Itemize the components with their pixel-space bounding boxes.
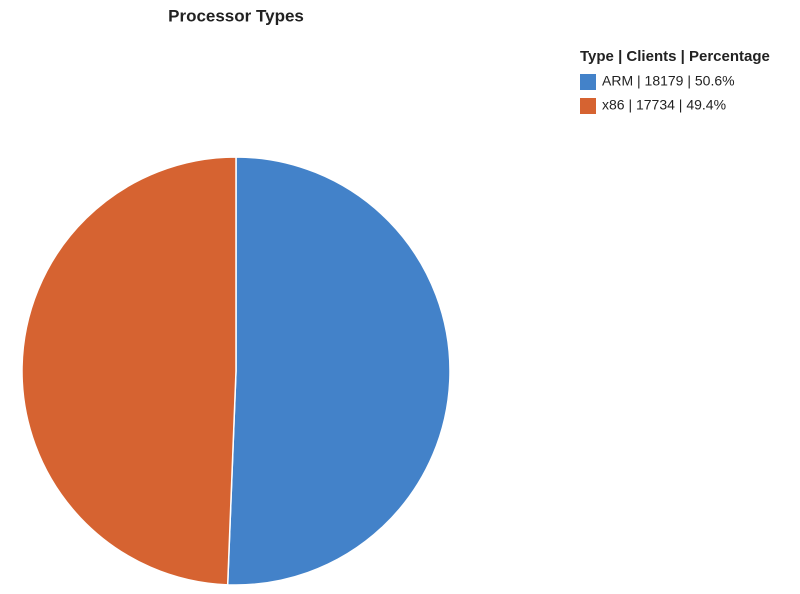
legend-swatch (580, 74, 596, 90)
pie-slice (21, 156, 237, 586)
legend-title: Type | Clients | Percentage (580, 48, 770, 65)
legend-label: ARM | 18179 | 50.6% (602, 73, 735, 89)
chart-title: Processor Types (168, 6, 304, 25)
pie-slice (226, 156, 451, 586)
legend-label: x86 | 17734 | 49.4% (602, 97, 726, 113)
legend-swatch (580, 98, 596, 114)
